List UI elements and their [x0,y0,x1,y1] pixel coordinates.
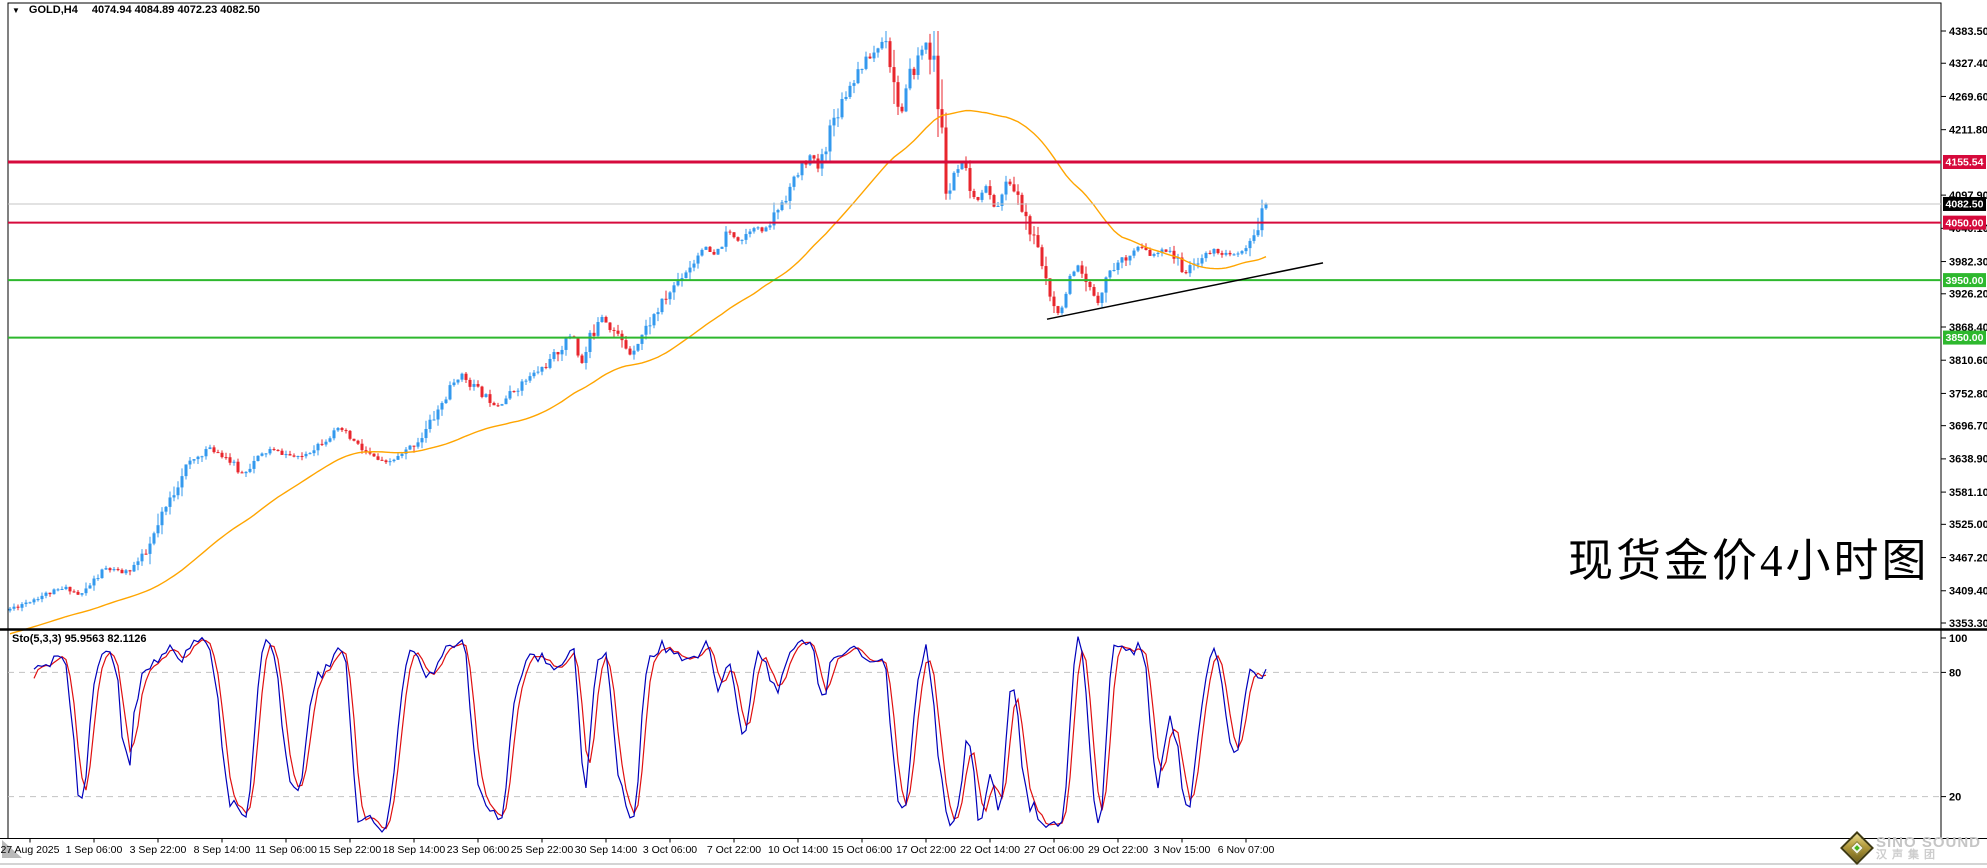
time-tick-label: 22 Oct 14:00 [960,844,1020,856]
time-tick-label: 3 Nov 15:00 [1154,844,1211,856]
sto-tick-label: 100 [1949,633,1967,645]
sto-axis: 100 80 20 [1941,633,1967,803]
ascending-trendline[interactable] [1046,262,1324,320]
sto-main-line[interactable] [33,636,1267,833]
ohlc-readout: 4074.94 4084.89 4072.23 4082.50 [91,4,261,16]
time-tick-label: 23 Sep 06:00 [447,844,510,856]
price-badge-label: 4155.54 [1946,157,1984,169]
time-tick-label: 10 Oct 14:00 [768,844,828,856]
horizontal-lines-layer [8,160,1941,339]
sto-level-lines [8,671,1941,798]
time-tick-label: 15 Sep 22:00 [319,844,382,856]
price-tick-label: 3525.00 [1949,519,1987,531]
price-badge [1943,196,1986,211]
price-tick-label: 3752.80 [1949,388,1987,400]
price-badge [1943,330,1986,345]
time-tick-label: 8 Sep 14:00 [194,844,251,856]
time-tick-label: 30 Sep 14:00 [575,844,638,856]
price-tick-label: 4269.60 [1949,91,1987,103]
sto-tick-label: 20 [1949,791,1961,803]
time-tick-label: 1 Sep 06:00 [66,844,123,856]
price-tick-label: 3638.90 [1949,454,1987,466]
moving-average-line[interactable] [9,109,1267,635]
candles-layer [8,31,1268,613]
time-tick-label: 29 Oct 22:00 [1088,844,1148,856]
symbol-timeframe-label: GOLD,H4 [28,4,78,16]
broker-logo-text: SINO SOUND 汉声集团 [1875,833,1981,862]
logo-diamond-icon [1840,831,1874,866]
time-tick-label: 18 Sep 14:00 [383,844,446,856]
chart-header[interactable]: ▼ GOLD,H4 4074.94 4084.89 4072.23 4082.5… [12,4,260,16]
time-tick-label: 3 Sep 22:00 [130,844,187,856]
price-badge [1943,215,1986,230]
price-tick-label: 4327.40 [1949,58,1987,70]
sto-tick-label: 80 [1949,667,1961,679]
price-badge [1943,154,1986,169]
broker-name: SINO SOUND [1875,833,1981,851]
price-tick-label: 3810.60 [1949,355,1987,367]
time-tick-label: 17 Oct 22:00 [896,844,956,856]
price-tick-label: 3467.20 [1949,552,1987,564]
time-tick-label: 27 Aug 2025 [1,844,60,856]
time-tick-label: 3 Oct 06:00 [643,844,697,856]
price-tick-label: 3581.10 [1949,487,1987,499]
price-tick-label: 3696.70 [1949,421,1987,433]
price-tick-label: 3409.40 [1949,586,1987,598]
symbol-dropdown-icon[interactable]: ▼ [12,5,20,15]
chart-frame [7,2,1942,839]
time-tick-label: 25 Sep 22:00 [511,844,574,856]
indicator-label: Sto(5,3,3) 95.9563 82.1126 [12,633,147,645]
time-tick-label: 27 Oct 06:00 [1024,844,1084,856]
broker-name-cn: 汉声集团 [1875,849,1940,862]
time-axis: 27 Aug 2025 1 Sep 06:00 3 Sep 22:00 8 Sep 1… [1,838,1275,856]
time-tick-label: 11 Sep 06:00 [255,844,317,856]
price-axis: 4383.504327.404269.604211.804097.904040.… [1941,26,1987,630]
scroll-grip-icon[interactable] [2,840,22,858]
price-badge-label: 4050.00 [1946,217,1984,229]
price-tick-label: 4211.80 [1949,125,1987,137]
watermark-text: 现货金价4小时图 [1568,536,1930,586]
time-tick-label: 7 Oct 22:00 [707,844,761,856]
price-tick-label: 4383.50 [1949,26,1987,38]
price-badge [1943,273,1986,288]
time-tick-label: 6 Nov 07:00 [1218,844,1275,856]
price-badge-label: 3850.00 [1946,332,1984,344]
price-tick-label: 3926.20 [1949,289,1987,301]
price-tick-label: 3353.30 [1949,618,1987,630]
sto-signal-line[interactable] [33,639,1267,830]
price-badge-label: 4082.50 [1946,199,1984,211]
price-tick-label: 3982.30 [1949,256,1987,268]
broker-logo: SINO SOUND 汉声集团 [1840,831,1981,866]
price-badge-label: 3950.00 [1946,275,1984,287]
time-tick-label: 15 Oct 06:00 [832,844,892,856]
